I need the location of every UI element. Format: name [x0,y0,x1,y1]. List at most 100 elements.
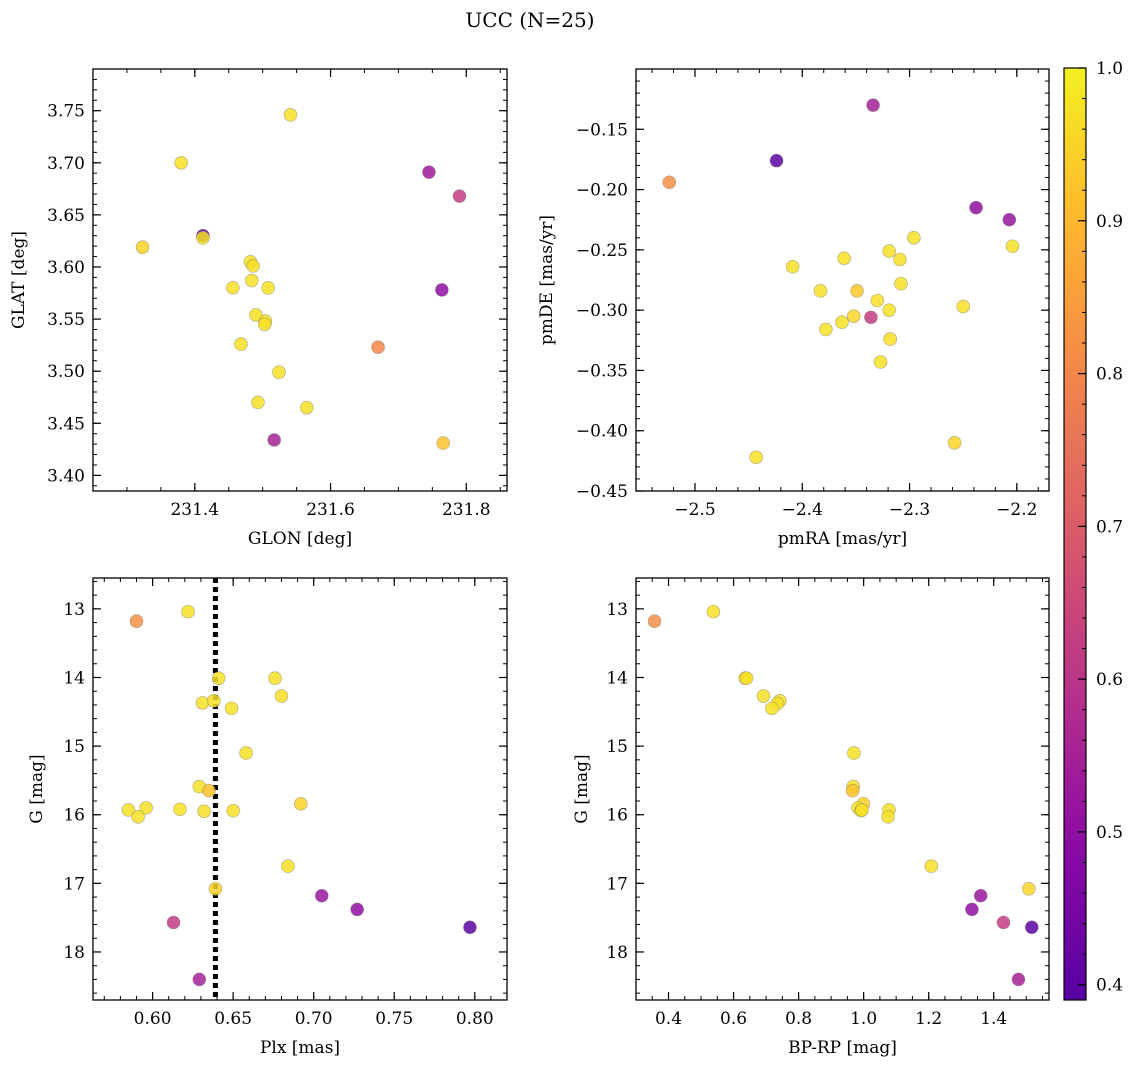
points [121,604,477,987]
data-point [267,433,282,447]
data-point [662,175,677,190]
y-tick-label: −0.40 [576,422,628,442]
x-axis-label: BP-RP [mag] [788,1038,897,1058]
axes-frame [635,577,1050,1001]
data-point [947,435,962,450]
x-tick-label: −2.2 [996,500,1037,520]
colorbar-tick-label: 0.8 [1096,365,1123,385]
y-tick-label: 16 [63,806,85,826]
y-tick-label: 18 [63,943,85,963]
data-point [907,231,921,245]
data-point [881,809,895,824]
data-point [1022,882,1036,896]
colorbar: 0.4 0.5 0.6 0.7 0.8 0.9 1.0 [1063,59,1123,1001]
data-point [173,802,187,817]
panel-pmra-pmde: −2.5 −2.4 −2.3 −2.2 −0.45 −0.40 −0.35 −0.30 −0.2… [537,68,1050,549]
data-point [1005,239,1020,254]
y-tick-label: 14 [63,668,85,688]
data-point [1024,920,1039,935]
data-point [197,804,211,819]
data-point [882,303,896,317]
x-tick-label: 231.4 [170,500,219,520]
data-point [166,915,181,930]
colorbar-tick-label: 0.5 [1096,823,1123,843]
data-point [272,365,286,380]
data-point [245,273,259,288]
data-point [192,972,207,987]
data-point [268,671,282,685]
data-point [819,322,833,337]
data-point [870,293,885,308]
x-tick-label: −2.5 [674,500,715,520]
minor-ticks [92,68,507,491]
data-point [894,276,908,291]
x-tick-label: 0.70 [295,1009,333,1029]
x-tick-label: 0.6 [720,1009,747,1029]
y-tick-label: −0.20 [576,181,628,201]
data-point [195,696,210,710]
data-point [274,689,289,703]
data-point [249,308,263,322]
x-tick-label: 0.60 [134,1009,172,1029]
data-point [756,689,771,703]
y-tick-label: 3.70 [47,154,85,174]
data-point [846,309,861,323]
data-point [850,284,864,298]
x-tick-label: −2.4 [782,500,823,520]
data-point [371,340,385,355]
minor-ticks [636,68,1049,492]
y-tick-label: −0.45 [576,482,628,502]
colorbar-tick-label: 0.6 [1096,670,1123,690]
data-point [251,395,265,410]
data-point [837,251,851,266]
data-point [131,809,145,824]
x-tick-label: 0.80 [456,1009,494,1029]
x-tick-label: 1.4 [980,1009,1007,1029]
y-tick-label: 13 [63,600,85,620]
data-point [855,803,869,817]
x-tick-label: 0.8 [785,1009,812,1029]
data-point [739,671,754,685]
colorbar-tick-label: 0.4 [1096,976,1123,996]
y-tick-label: −0.15 [576,120,628,140]
data-point [435,283,449,297]
colorbar-tick-label: 0.7 [1096,517,1123,537]
data-point [314,888,329,903]
data-point [463,920,477,935]
x-tick-label: 0.4 [655,1009,682,1029]
x-tick-label: 1.0 [850,1009,877,1029]
points [647,604,1039,987]
data-point [283,108,298,122]
y-tick-label: 16 [606,806,628,826]
data-point [845,783,860,798]
data-point [422,165,436,179]
data-point [181,604,195,619]
data-point [224,701,239,716]
minor-ticks [635,578,1049,1000]
data-point [257,317,272,332]
y-tick-label: 3.50 [47,362,85,382]
panel-bprp-g: 0.4 0.6 0.8 1.0 1.2 1.4 13 14 15 16 17 18 BP-RP [mag… [572,577,1050,1058]
axes-frame [92,68,508,492]
y-tick-label: 3.40 [47,466,85,486]
panel-plx-g: 0.60 0.65 0.70 0.75 0.80 13 14 15 16 17 18 Plx [mas… [27,577,508,1058]
data-point [226,281,240,295]
y-axis-label: GLAT [deg] [9,231,29,329]
minor-ticks [93,578,508,1000]
points [135,108,467,450]
data-point [765,701,779,716]
data-point [129,614,144,629]
data-point [996,915,1011,930]
points [662,98,1020,465]
y-tick-label: 3.75 [47,102,85,122]
data-point [973,888,988,903]
x-tick-label: 231.6 [306,500,355,520]
x-tick-label: 0.65 [214,1009,252,1029]
y-tick-label: 14 [606,668,628,688]
axes-frame [635,68,1050,492]
y-axis-label: pmDE [mas/yr] [537,215,557,345]
data-point [847,746,861,760]
data-point [246,259,260,273]
data-point [749,450,763,465]
data-point [350,902,364,917]
